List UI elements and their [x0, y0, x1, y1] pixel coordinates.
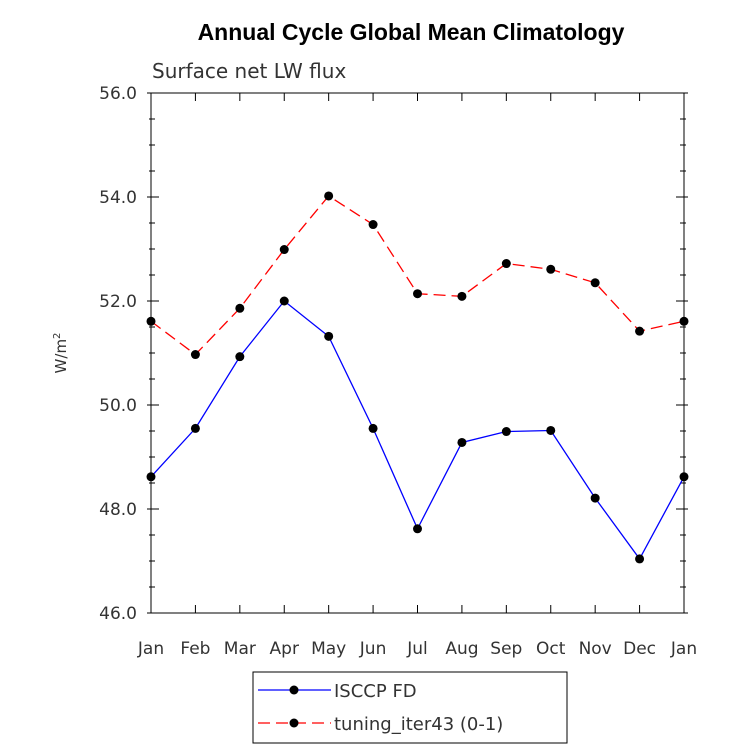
y-axis-label-base: W/m [52, 339, 70, 374]
data-point [235, 352, 245, 362]
y-tick-label: 54.0 [99, 188, 137, 208]
y-tick-label: 50.0 [99, 396, 137, 416]
data-point [413, 524, 422, 534]
chart-title: Annual Cycle Global Mean Climatology [198, 19, 625, 45]
data-point [501, 259, 511, 269]
data-point [590, 278, 600, 288]
x-tick-label: Mar [224, 639, 256, 659]
data-point [635, 326, 645, 336]
data-point [324, 331, 334, 341]
y-axis-label: W/m2 [52, 333, 70, 374]
data-point [457, 291, 467, 301]
data-point [546, 425, 556, 435]
y-tick-label: 56.0 [99, 84, 137, 104]
data-point [413, 289, 422, 299]
series-line [150, 300, 685, 561]
data-point [679, 316, 689, 326]
x-tick-label: Nov [579, 639, 612, 659]
series-line [150, 195, 685, 356]
legend-label: ISCCP FD [334, 681, 417, 702]
y-tick-label: 52.0 [99, 292, 137, 312]
y-tick-label: 48.0 [99, 500, 137, 520]
x-tick-label: Jan [137, 639, 164, 659]
x-tick-label: Jul [406, 639, 428, 659]
legend-items: ISCCP FD tuning_iter43 (0-1) [258, 681, 503, 735]
x-tick-label: Jan [670, 639, 697, 659]
x-tick-label: Sep [490, 639, 522, 659]
data-point [590, 493, 600, 503]
data-point [635, 554, 645, 564]
data-point [679, 472, 689, 482]
y-tick-labels: 46.0 48.0 50.0 52.0 54.0 56.0 [99, 84, 137, 624]
legend-marker [289, 685, 299, 695]
ticks [147, 92, 688, 614]
chart-subtitle: Surface net LW flux [152, 59, 346, 83]
data-point [146, 472, 156, 482]
data-point [501, 427, 511, 437]
data-point [279, 245, 289, 255]
data-point [190, 423, 200, 433]
x-tick-label: Apr [270, 639, 299, 659]
x-tick-label: May [311, 639, 346, 659]
data-point [324, 191, 334, 201]
legend-marker [289, 718, 299, 728]
x-tick-label: Feb [180, 639, 210, 659]
data-point [190, 350, 200, 360]
data-point [546, 264, 556, 274]
data-point [368, 423, 378, 433]
legend-label: tuning_iter43 (0-1) [334, 714, 503, 735]
x-tick-label: Jun [359, 639, 387, 659]
data-point [146, 316, 156, 326]
plot-frame [150, 92, 685, 614]
series-layer [146, 191, 689, 564]
data-point [368, 220, 378, 230]
x-tick-labels: Jan Feb Mar Apr May Jun Jul Aug Sep Oct Nov Dec Jan [137, 639, 697, 659]
y-tick-label: 46.0 [99, 604, 137, 624]
x-tick-label: Oct [536, 639, 566, 659]
y-axis-label-superscript: 2 [52, 333, 63, 339]
x-tick-label: Aug [445, 639, 478, 659]
data-point [235, 303, 245, 313]
legend-frame [252, 671, 568, 744]
data-point [279, 296, 289, 306]
legend: ISCCP FD tuning_iter43 (0-1) [252, 671, 568, 744]
data-point [457, 437, 467, 447]
x-tick-label: Dec [623, 639, 656, 659]
